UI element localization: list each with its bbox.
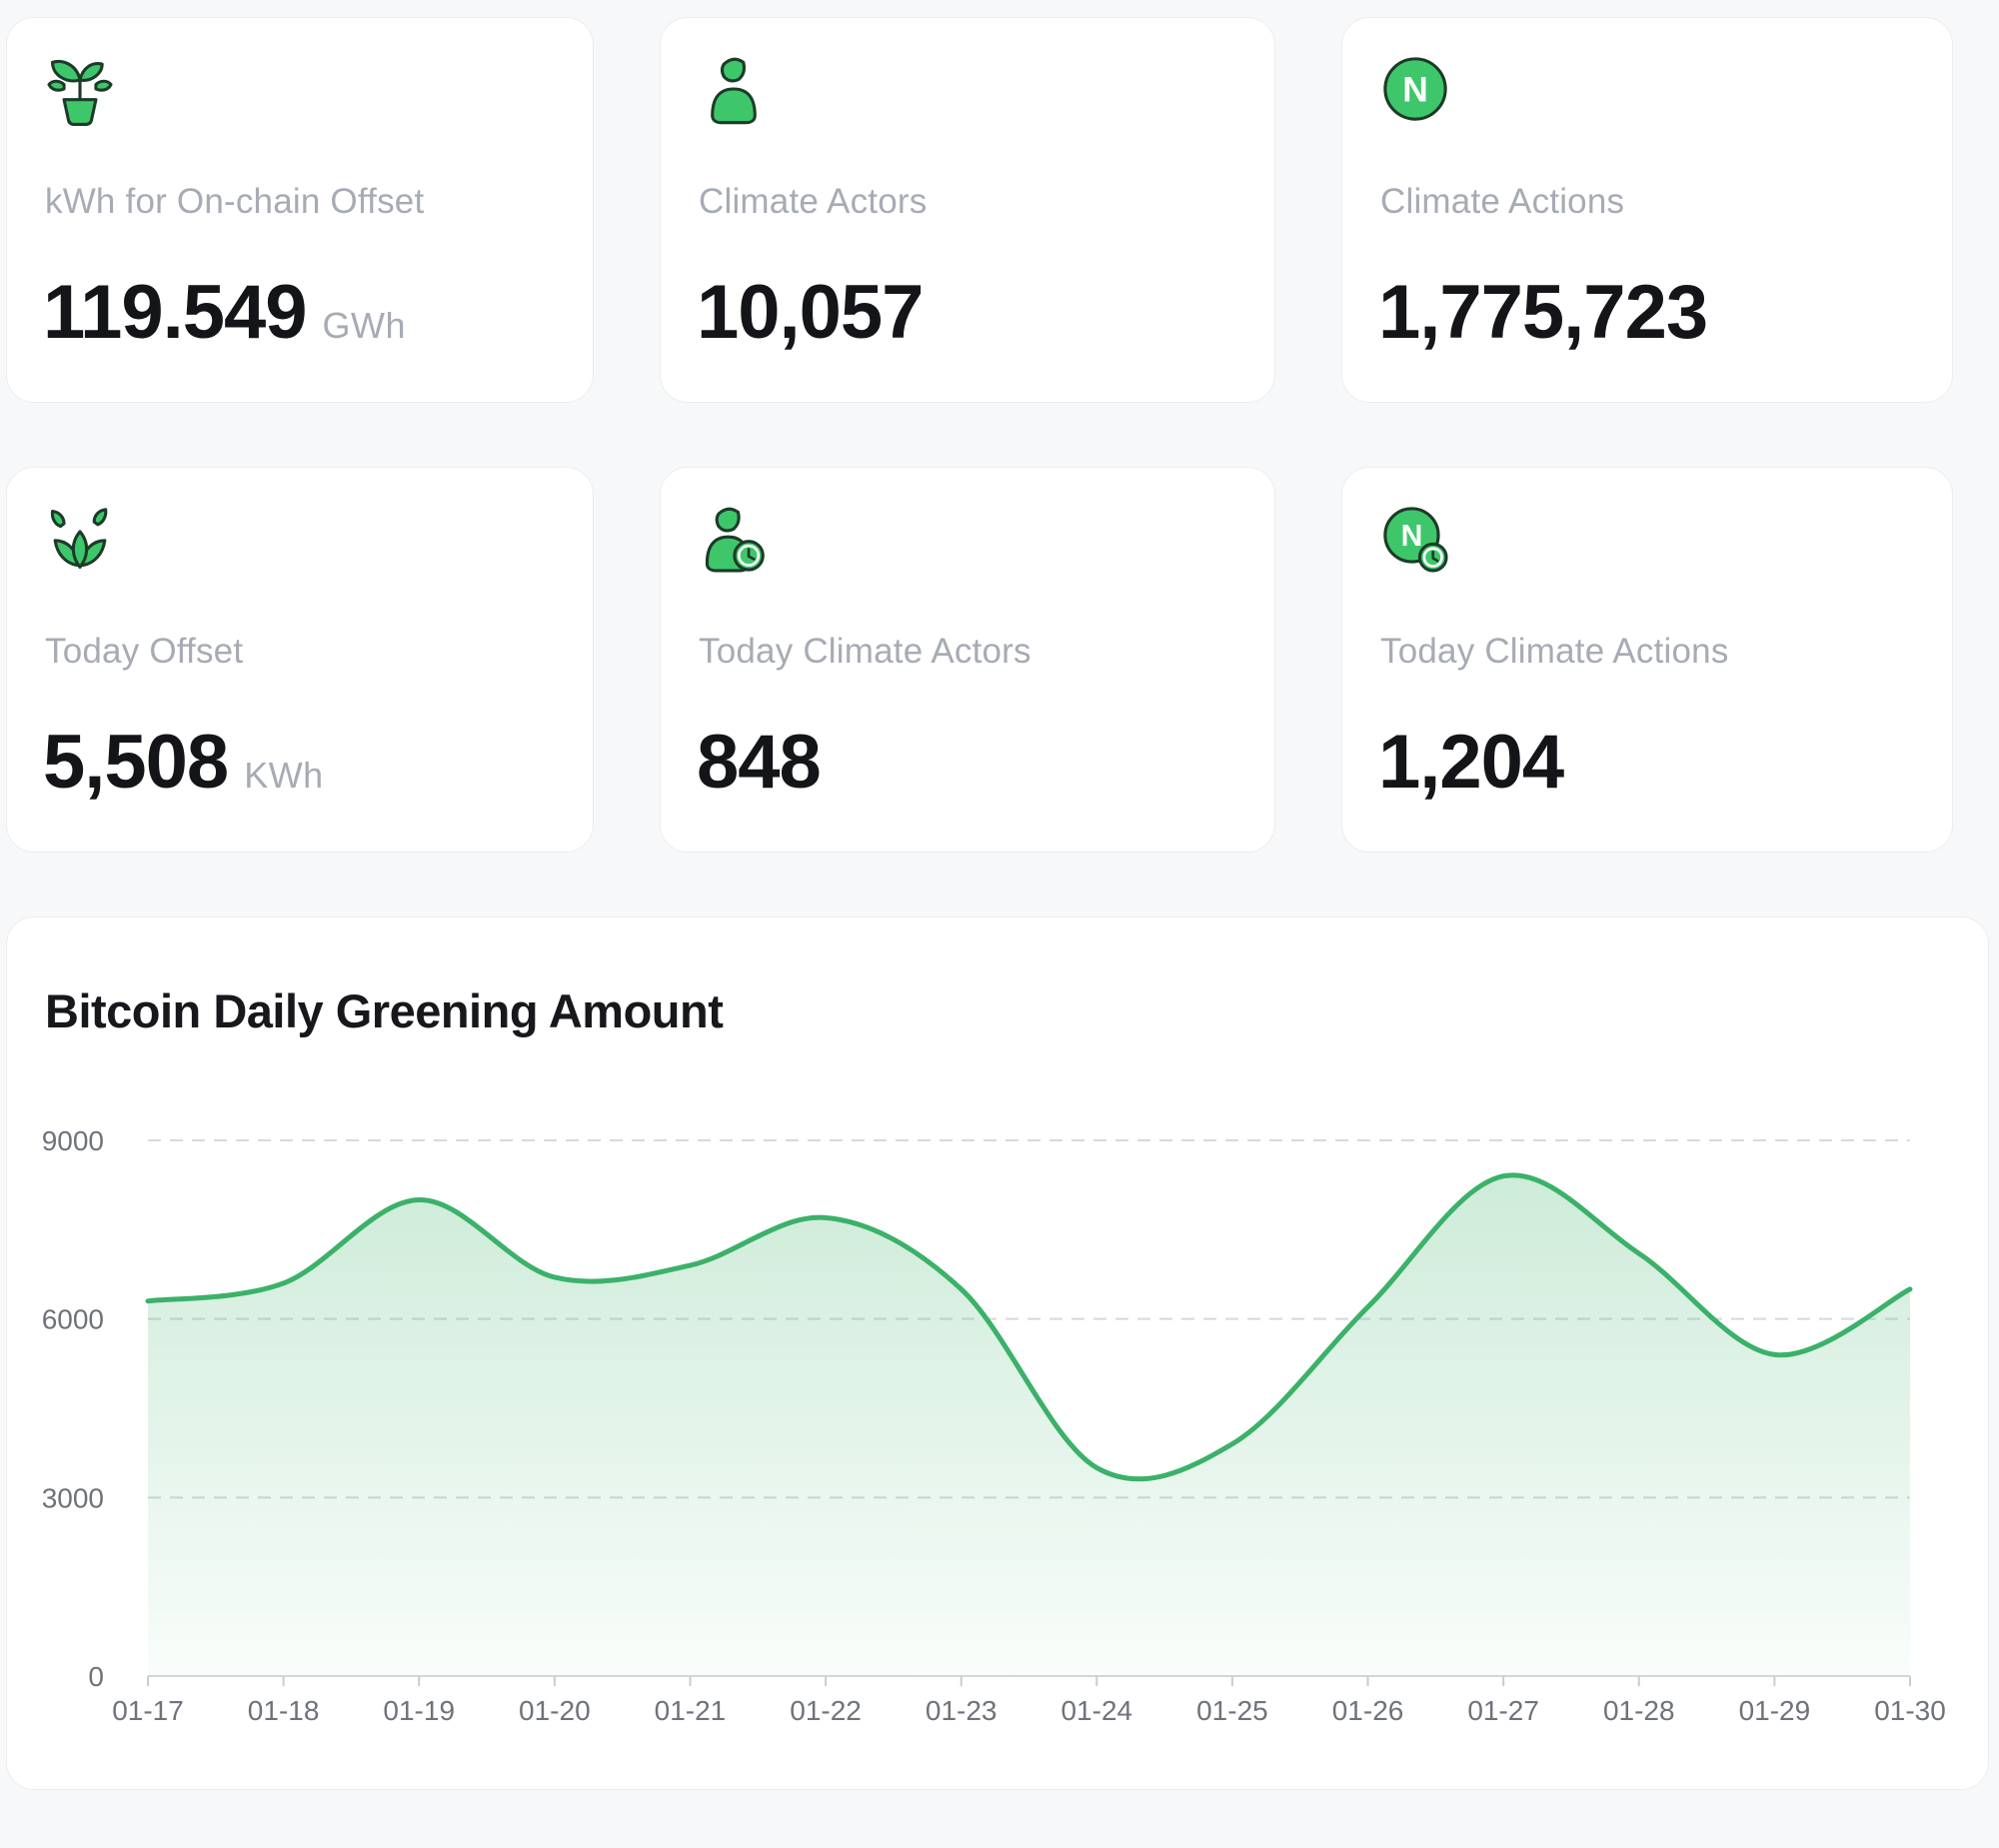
stat-label: Today Climate Actions <box>1380 632 1729 671</box>
stat-card-today-climate-actions: N Today Climate Actions 1,204 <box>1341 467 1953 853</box>
x-axis-label: 01-24 <box>1060 1695 1132 1726</box>
stat-card-today-offset: Today Offset 5,508 KWh <box>6 467 594 853</box>
stat-label: Today Climate Actors <box>699 632 1031 671</box>
stat-card-today-climate-actors: Today Climate Actors 848 <box>660 467 1275 853</box>
n-clock-icon: N <box>1376 500 1454 578</box>
x-axis-label: 01-23 <box>926 1695 998 1726</box>
stat-value: 1,775,723 <box>1378 270 1708 355</box>
stat-unit: GWh <box>322 305 407 346</box>
x-axis-label: 01-20 <box>519 1695 591 1726</box>
y-axis-label: 0 <box>88 1661 104 1692</box>
stat-label: Today Offset <box>45 632 244 671</box>
stat-label: Climate Actors <box>699 182 928 221</box>
leaves-icon <box>41 500 119 578</box>
x-axis-label: 01-18 <box>248 1695 320 1726</box>
stat-label: kWh for On-chain Offset <box>45 182 425 221</box>
stat-value: 119.549 <box>43 270 308 355</box>
x-axis-label: 01-29 <box>1739 1695 1811 1726</box>
x-axis-label: 01-21 <box>655 1695 727 1726</box>
x-axis-label: 01-28 <box>1603 1695 1675 1726</box>
y-axis-label: 6000 <box>42 1304 104 1335</box>
stat-card-climate-actors: Climate Actors 10,057 <box>660 17 1275 403</box>
series-line <box>145 1172 1913 1482</box>
stats-grid: kWh for On-chain Offset 119.549 GWh Clim… <box>6 17 1953 853</box>
stat-card-climate-actions: N Climate Actions 1,775,723 <box>1341 17 1953 403</box>
greening-area-chart[interactable]: 0 3000 6000 9000 01-17 01-18 01-19 01-20 01-21 01… <box>7 918 1990 1791</box>
x-axis-label: 01-17 <box>112 1695 184 1726</box>
stat-value: 5,508 <box>43 720 229 805</box>
y-axis-label: 3000 <box>42 1482 104 1513</box>
stat-unit: KWh <box>244 755 324 796</box>
person-clock-icon <box>695 500 773 578</box>
x-axis-label: 01-30 <box>1874 1695 1946 1726</box>
potted-plant-icon <box>41 50 119 128</box>
chart-title: Bitcoin Daily Greening Amount <box>45 984 724 1037</box>
stat-value: 848 <box>697 720 822 805</box>
y-axis-label: 9000 <box>42 1125 104 1156</box>
svg-text:N: N <box>1401 520 1423 553</box>
greening-chart-panel: Bitcoin Daily Greening Amount 0 3000 6000 9… <box>6 917 1989 1790</box>
stat-card-kwh-offset: kWh for On-chain Offset 119.549 GWh <box>6 17 594 403</box>
x-axis-label: 01-25 <box>1196 1695 1268 1726</box>
x-axis-label: 01-19 <box>383 1695 455 1726</box>
x-axis-label: 01-27 <box>1467 1695 1539 1726</box>
n-circle-icon: N <box>1376 50 1454 128</box>
stat-value: 1,204 <box>1378 720 1564 805</box>
x-axis-label: 01-22 <box>790 1695 862 1726</box>
stat-value: 10,057 <box>697 270 924 355</box>
series-area-fill <box>148 1174 1910 1676</box>
person-icon <box>695 50 773 128</box>
stat-label: Climate Actions <box>1380 182 1625 221</box>
x-axis-label: 01-26 <box>1332 1695 1404 1726</box>
svg-text:N: N <box>1402 69 1428 109</box>
